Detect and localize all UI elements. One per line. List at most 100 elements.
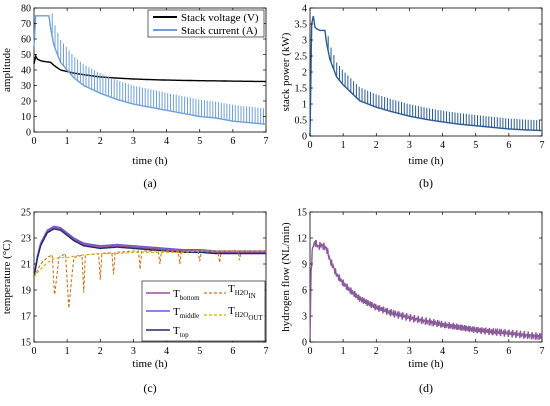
legend-label-current: Stack current (A) [181,25,258,37]
y-axis-label: hydrogen flow (NL/min) [280,222,292,332]
panel-caption: (d) [419,381,433,395]
y-tick-label: 25 [21,208,31,219]
x-tick-label: 3 [407,140,412,151]
y-tick-label: 3 [302,36,307,47]
x-tick-label: 6 [506,346,511,357]
y-tick-label: 17 [21,312,31,323]
x-tick-label: 1 [65,346,70,357]
y-tick-label: 60 [21,35,31,46]
y-tick-label: 23 [21,234,31,245]
y-tick-label: 15 [297,208,307,219]
series-spikes-1 [51,13,264,124]
y-tick-label: 40 [21,66,31,77]
x-tick-label: 6 [506,140,511,151]
y-tick-label: 1 [302,100,307,111]
x-tick-label: 2 [98,346,103,357]
x-tick-label: 0 [308,346,313,357]
x-tick-label: 7 [540,346,545,357]
panel-caption: (a) [143,176,156,190]
x-tick-label: 5 [473,140,478,151]
series-line-0 [33,53,266,83]
series-line-0 [33,226,266,278]
y-tick-label: 21 [21,260,31,271]
series-line-0 [309,15,543,137]
x-axis-label: time (h) [408,155,443,167]
y-tick-label: 10 [21,112,31,123]
legend-label-h2o-out: TH2OOUT [228,305,263,322]
plot-frame [309,7,543,137]
x-tick-label: 4 [440,140,445,151]
panel-b: 0 1 2 3 4 5 6 7 0 0.5 1 1.5 2 2.5 3 3.5 4 time (h) stack… [280,4,545,191]
y-tick-label: 9 [302,260,307,271]
x-tick-label: 7 [540,140,545,151]
y-tick-label: 3.5 [295,20,308,31]
y-tick-label: 0 [302,132,307,143]
series-line-2 [33,228,266,278]
y-tick-label: 15 [21,338,31,349]
legend-label-bottom: Tbottom [173,288,200,302]
x-tick-label: 3 [131,346,136,357]
y-tick-label: 2 [302,68,307,79]
x-tick-label: 4 [440,346,445,357]
x-tick-label: 5 [197,346,202,357]
x-tick-label: 2 [374,346,379,357]
x-axis-label: time (h) [132,155,167,167]
y-tick-label: 4 [302,4,307,15]
series-line-1 [33,225,266,278]
x-tick-label: 1 [341,140,346,151]
x-tick-label: 3 [407,346,412,357]
x-tick-label: 2 [374,140,379,151]
legend-label-voltage: Stack voltage (V) [181,12,259,24]
y-tick-label: 0 [26,128,31,139]
chart-b-marks [309,15,543,137]
chart-b-ticks: 0 1 2 3 4 5 6 7 0 0.5 1 1.5 2 2.5 3 3.5 4 [295,4,545,152]
legend-label-h2o-in: TH2OIN [228,283,256,300]
x-tick-label: 6 [230,346,235,357]
y-tick-label: 2.5 [295,52,308,63]
chart-d-marks [309,239,543,343]
legend: Stack voltage (V) Stack current (A) [147,9,265,38]
y-tick-label: 19 [21,286,31,297]
legend: Tbottom Tmiddle Ttop TH2OIN TH2OOUT [141,280,266,342]
x-tick-label: 2 [98,136,103,147]
y-tick-label: 50 [21,50,31,61]
y-tick-label: 6 [302,286,307,297]
y-axis-label: amplitude [1,48,13,92]
y-tick-label: 80 [21,4,31,15]
panel-caption: (b) [419,176,433,190]
y-tick-label: 0 [302,338,307,349]
plot-frame [309,211,543,343]
x-tick-label: 0 [32,136,37,147]
x-tick-label: 1 [65,136,70,147]
y-axis-label: stack power (kW) [280,32,292,111]
y-tick-label: 20 [21,97,31,108]
x-tick-label: 5 [473,346,478,357]
y-tick-label: 1.5 [295,84,308,95]
x-tick-label: 1 [341,346,346,357]
y-tick-label: 30 [21,81,31,92]
chart-c-marks [33,225,266,309]
x-tick-label: 0 [308,140,313,151]
y-tick-label: 70 [21,19,31,30]
x-tick-label: 7 [264,136,269,147]
x-axis-label: time (h) [132,358,167,370]
legend-label-middle: Tmiddle [173,306,199,320]
y-tick-label: 12 [297,234,307,245]
y-tick-label: 3 [302,312,307,323]
x-tick-label: 4 [164,346,169,357]
x-tick-label: 5 [197,136,202,147]
x-axis-label: time (h) [408,358,443,370]
chart-a-marks [33,13,267,125]
y-tick-label: 0.5 [295,116,308,127]
y-axis-label: temperature (°C) [1,239,13,314]
series-line-4 [33,250,266,278]
x-tick-label: 4 [164,136,169,147]
series-line-1 [33,15,267,125]
